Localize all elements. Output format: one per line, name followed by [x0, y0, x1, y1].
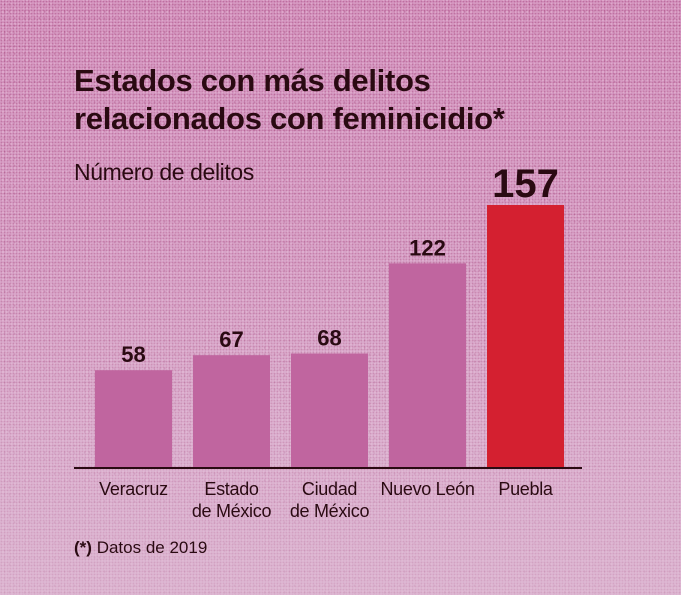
tick-label-estado-de-mexico: Estado de México: [192, 479, 272, 521]
footnote: (*) Datos de 2019: [74, 536, 207, 560]
tick-label-line: de México: [290, 501, 370, 521]
tick-label-line: Estado: [204, 479, 259, 499]
tick-label-nuevo-leon: Nuevo León: [380, 479, 474, 499]
bar-puebla: [487, 205, 564, 467]
chart-title-line-1: Estados con más delitos: [74, 63, 431, 98]
bar-veracruz: [95, 370, 172, 467]
chart-title-line-2: relacionados con feminicidio*: [74, 101, 505, 136]
value-label-estado-de-mexico: 67: [219, 327, 243, 352]
value-labels-group: 58 67 68 122 157: [121, 162, 559, 367]
bars-group: [95, 205, 564, 467]
bar-ciudad-de-mexico: [291, 353, 368, 467]
value-label-nuevo-leon: 122: [409, 235, 446, 260]
tick-label-veracruz: Veracruz: [99, 479, 168, 499]
footnote-marker: (*): [74, 538, 92, 557]
chart-title: Estados con más delitos relacionados con…: [74, 62, 634, 138]
tick-label-ciudad-de-mexico: Ciudad de México: [290, 479, 370, 521]
bar-nuevo-leon: [389, 263, 466, 467]
tick-label-line: de México: [192, 501, 272, 521]
value-label-puebla: 157: [492, 162, 559, 206]
bar-estado-de-mexico: [193, 355, 270, 467]
tick-label-line: Veracruz: [99, 479, 168, 499]
footnote-text: Datos de 2019: [96, 538, 208, 557]
value-label-veracruz: 58: [121, 342, 145, 367]
tick-label-puebla: Puebla: [498, 479, 554, 499]
tick-label-line: Nuevo León: [380, 479, 474, 499]
tick-label-line: Ciudad: [302, 479, 357, 499]
tick-label-line: Puebla: [498, 479, 554, 499]
value-label-ciudad-de-mexico: 68: [317, 326, 341, 351]
chart-subtitle: Número de delitos: [74, 159, 254, 185]
